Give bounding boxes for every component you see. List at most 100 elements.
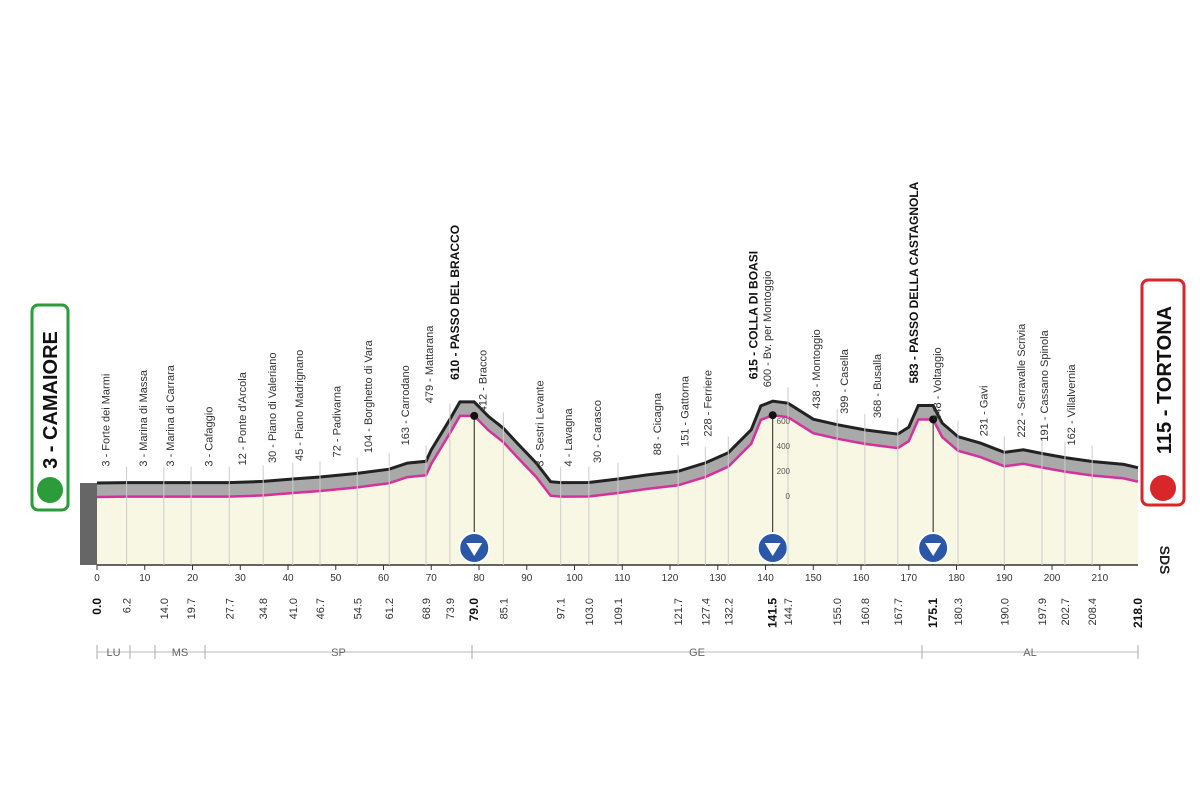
finish-icon bbox=[1150, 475, 1176, 501]
scale-label: 200 bbox=[777, 467, 791, 476]
waypoint-label: 45 - Piano Madrignano bbox=[294, 350, 306, 461]
waypoint-label: 610 - PASSO DEL BRACCO bbox=[448, 225, 462, 380]
axis-label: 90 bbox=[521, 573, 533, 584]
waypoint-km: 155.0 bbox=[832, 598, 844, 626]
waypoint-label: 3 - Marina di Massa bbox=[138, 369, 150, 466]
axis-label: 150 bbox=[805, 573, 822, 584]
waypoint-km: 132.2 bbox=[723, 598, 735, 626]
axis-label: 0 bbox=[94, 573, 100, 584]
waypoint-label: 412 - Bracco bbox=[477, 350, 489, 412]
waypoint-label: 438 - Montoggio bbox=[811, 329, 823, 409]
waypoint-label: 151 - Gattorna bbox=[679, 375, 691, 447]
province-label: AL bbox=[1023, 647, 1036, 659]
waypoint-km: 141.5 bbox=[766, 598, 780, 628]
axis-label: 170 bbox=[900, 573, 917, 584]
waypoint-label: 348 - Voltaggio bbox=[932, 347, 944, 420]
waypoint-label: 3 - Cafaggio bbox=[203, 407, 215, 467]
finish-name: 115 - TORTONA bbox=[1154, 306, 1176, 454]
waypoint-km: 202.7 bbox=[1060, 598, 1072, 626]
profile-top bbox=[96, 399, 1139, 485]
waypoint-label: 222 - Serravalle Scrivia bbox=[1016, 323, 1028, 438]
waypoint-km: 190.0 bbox=[999, 598, 1011, 626]
waypoint-label: 104 - Borghetto di Vara bbox=[363, 339, 375, 453]
axis-label: 200 bbox=[1044, 573, 1061, 584]
waypoint-km: 167.7 bbox=[893, 598, 905, 626]
axis-label: 110 bbox=[614, 573, 630, 584]
waypoint-label: 163 - Carrodano bbox=[400, 365, 412, 445]
waypoint-label: 12 - Ponte d'Arcola bbox=[237, 371, 249, 465]
scale-label: 0 bbox=[786, 492, 791, 501]
start-block bbox=[80, 483, 97, 565]
start-name: 3 - CAMAIORE bbox=[40, 331, 62, 469]
finish-badge bbox=[1140, 278, 1186, 507]
waypoint-km: 197.9 bbox=[1037, 598, 1049, 626]
axis-label: 20 bbox=[187, 573, 199, 584]
axis-label: 160 bbox=[853, 573, 870, 584]
axis-label: 50 bbox=[330, 573, 342, 584]
profile-pink bbox=[96, 413, 1139, 499]
scale-label: 600 bbox=[777, 417, 791, 426]
waypoint-km: 144.7 bbox=[783, 598, 795, 626]
waypoint-km: 208.4 bbox=[1087, 598, 1099, 626]
summit-dot bbox=[768, 411, 777, 420]
start-icon bbox=[37, 477, 63, 503]
province-label: LU bbox=[106, 647, 120, 659]
axis-label: 120 bbox=[662, 573, 679, 584]
start-badge bbox=[30, 303, 70, 512]
waypoint-km: 127.4 bbox=[700, 598, 712, 626]
waypoint-km: 103.0 bbox=[584, 598, 596, 626]
waypoint-label: 231 - Gavi bbox=[978, 386, 990, 437]
waypoint-label: 479 - Mattarana bbox=[424, 325, 436, 404]
waypoint-km: 97.1 bbox=[556, 598, 568, 619]
waypoint-km: 68.9 bbox=[421, 598, 433, 619]
waypoint-label: 615 - COLLA DI BOASI bbox=[747, 251, 761, 379]
waypoint-label: 88 - Cicagna bbox=[652, 392, 664, 455]
waypoint-label: 600 - Bv. per Montoggio bbox=[762, 271, 774, 388]
waypoint-km: 175.1 bbox=[926, 598, 940, 628]
waypoint-label: 72 - Padivarna bbox=[331, 385, 343, 457]
waypoint-label: 191 - Cassano Spinola bbox=[1039, 329, 1051, 441]
waypoint-label: 368 - Busalla bbox=[872, 353, 884, 418]
axis-label: 80 bbox=[473, 573, 485, 584]
waypoint-km: 79.0 bbox=[467, 598, 481, 622]
axis-label: 210 bbox=[1091, 573, 1108, 584]
axis-label: 60 bbox=[378, 573, 390, 584]
waypoint-label: 30 - Carasco bbox=[592, 400, 604, 463]
waypoint-km: 85.1 bbox=[498, 598, 510, 619]
waypoint-km: 160.8 bbox=[860, 598, 872, 626]
scale-label: 400 bbox=[777, 442, 791, 451]
waypoint-label: 3 - Marina di Carrara bbox=[165, 364, 177, 466]
waypoint-label: 399 - Casella bbox=[839, 348, 851, 414]
axis-label: 180 bbox=[948, 573, 965, 584]
axis-label: 190 bbox=[996, 573, 1013, 584]
waypoint-label: 228 - Ferriere bbox=[702, 370, 714, 437]
kom-arrow bbox=[466, 543, 483, 556]
waypoint-km: 34.8 bbox=[258, 598, 270, 619]
waypoint-km: 19.7 bbox=[186, 598, 198, 619]
waypoint-km: 109.1 bbox=[613, 598, 625, 626]
waypoint-label: 4 - Lavagna bbox=[563, 407, 575, 466]
axis-label: 70 bbox=[426, 573, 438, 584]
axis-label: 100 bbox=[566, 573, 583, 584]
waypoint-km: 14.0 bbox=[159, 598, 171, 619]
province-label: SP bbox=[331, 647, 346, 659]
waypoint-label: 162 - Villalvernia bbox=[1066, 363, 1078, 445]
waypoint-km: 180.3 bbox=[953, 598, 965, 626]
waypoint-km: 6.2 bbox=[122, 598, 134, 613]
waypoint-km: 73.9 bbox=[445, 598, 457, 619]
province-label: GE bbox=[689, 647, 705, 659]
start-km: 0.0 bbox=[90, 598, 104, 615]
axis-label: 40 bbox=[282, 573, 294, 584]
brand: SDS bbox=[1157, 546, 1173, 575]
waypoint-km: 46.7 bbox=[315, 598, 327, 619]
waypoint-km: 41.0 bbox=[288, 598, 300, 619]
waypoint-label: 583 - PASSO DELLA CASTAGNOLA bbox=[907, 181, 921, 383]
axis-label: 30 bbox=[235, 573, 247, 584]
axis-label: 130 bbox=[709, 573, 726, 584]
waypoint-km: 61.2 bbox=[384, 598, 396, 619]
axis-label: 10 bbox=[139, 573, 151, 584]
waypoint-label: 3 - Sestri Levante bbox=[535, 380, 547, 466]
waypoint-km: 54.5 bbox=[352, 598, 364, 619]
province-label: MS bbox=[172, 647, 189, 659]
finish-km: 218.0 bbox=[1131, 598, 1145, 628]
